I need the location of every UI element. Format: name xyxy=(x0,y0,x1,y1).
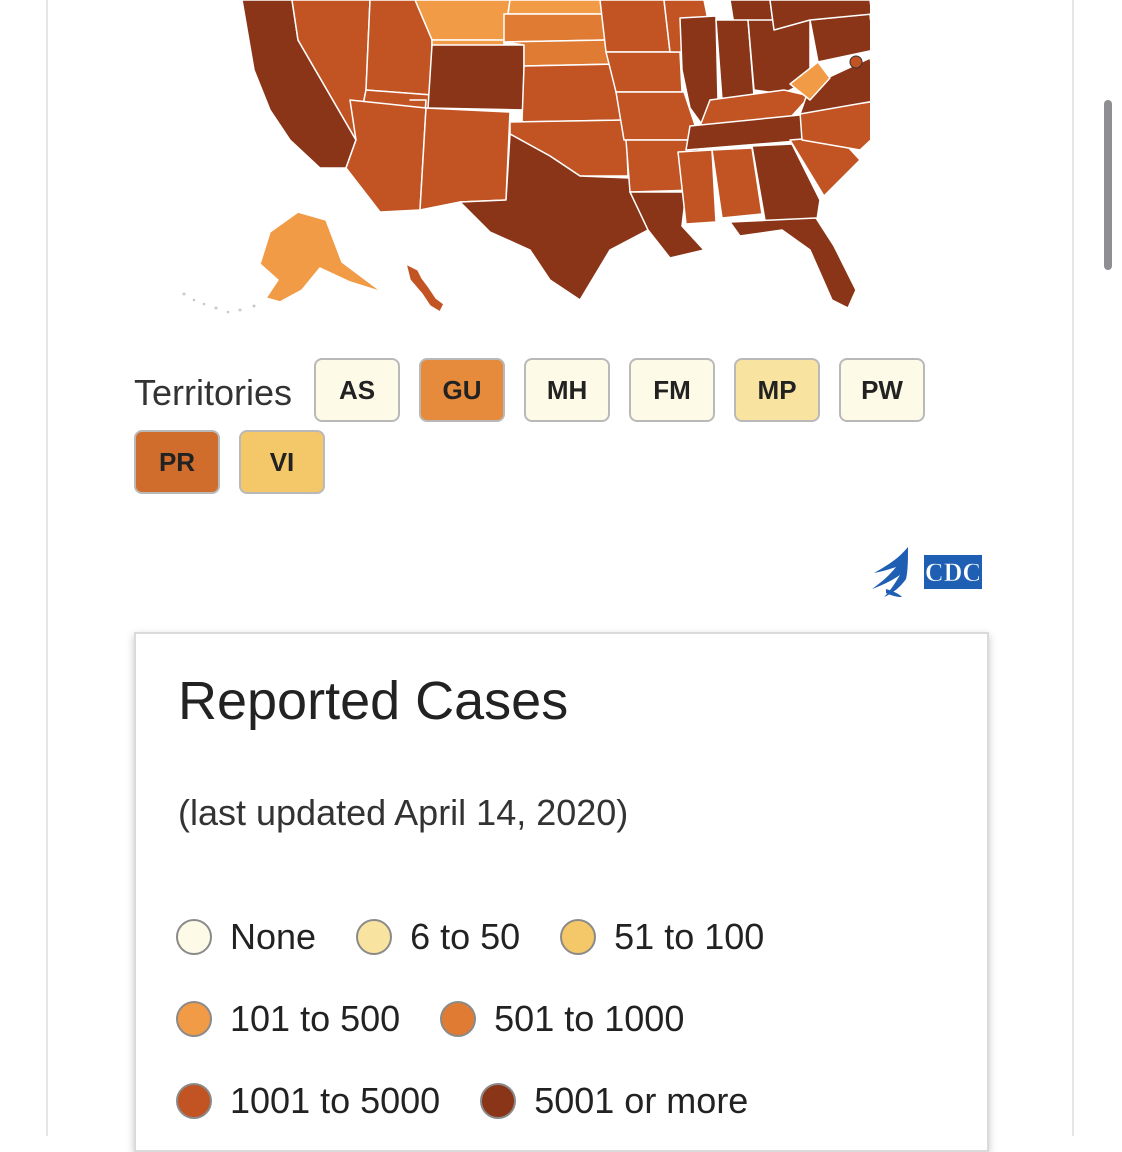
legend-swatch xyxy=(440,1001,477,1037)
cdc-logo: CDC xyxy=(872,547,982,597)
hhs-eagle-icon xyxy=(872,547,908,597)
legend-row: 1001 to 5000 5001 or more xyxy=(176,1060,956,1142)
state-mississippi[interactable] xyxy=(677,149,717,225)
legend-item: 101 to 500 xyxy=(176,998,400,1040)
legend-label: 6 to 50 xyxy=(410,916,521,957)
state-florida[interactable] xyxy=(729,217,857,309)
legend-card: Reported Cases (last updated April 14, 2… xyxy=(134,632,989,1152)
territory-button-mp[interactable]: MP xyxy=(734,358,821,422)
cdc-logo-text: CDC xyxy=(925,558,981,587)
legend-items: None 6 to 50 51 to 100 101 to 500 501 to 100… xyxy=(176,896,956,1142)
us-cases-map xyxy=(170,0,870,330)
state-south-dakota[interactable] xyxy=(503,13,607,43)
territory-button-mh[interactable]: MH xyxy=(524,358,611,422)
state-new-york[interactable] xyxy=(769,0,870,31)
legend-swatch xyxy=(176,1083,212,1119)
territories-selector: Territories AS GU MH FM MP PW PR VI xyxy=(134,358,954,500)
legend-item: 501 to 1000 xyxy=(440,998,684,1040)
state-north-carolina[interactable] xyxy=(799,100,870,151)
legend-label: 51 to 100 xyxy=(614,916,765,957)
territory-button-fm[interactable]: FM xyxy=(629,358,716,422)
territory-button-vi[interactable]: VI xyxy=(239,430,325,494)
legend-swatch xyxy=(560,919,597,955)
dc-marker[interactable] xyxy=(849,55,863,69)
legend-item: 6 to 50 xyxy=(356,916,520,958)
territory-button-gu[interactable]: GU xyxy=(419,358,506,422)
last-updated-text: (last updated April 14, 2020) xyxy=(178,792,629,833)
legend-label: 1001 to 5000 xyxy=(230,1080,441,1121)
state-colorado[interactable] xyxy=(427,44,525,111)
legend-label: None xyxy=(230,916,317,957)
state-alaska[interactable] xyxy=(259,211,383,303)
page-card xyxy=(46,0,1074,1136)
territories-label: Territories xyxy=(134,372,293,413)
legend-item: 51 to 100 xyxy=(560,916,764,958)
legend-title: Reported Cases xyxy=(178,671,569,731)
territory-button-pr[interactable]: PR xyxy=(134,430,220,494)
state-virginia[interactable] xyxy=(799,57,870,115)
legend-label: 101 to 500 xyxy=(230,998,401,1039)
territory-button-as[interactable]: AS xyxy=(314,358,401,422)
state-kansas[interactable] xyxy=(521,63,625,123)
state-new-mexico[interactable] xyxy=(419,107,511,211)
legend-swatch xyxy=(176,1001,212,1037)
legend-row: 101 to 500 501 to 1000 xyxy=(176,978,956,1060)
legend-swatch xyxy=(356,919,393,955)
state-arizona-main[interactable] xyxy=(345,99,427,213)
state-hawaii[interactable] xyxy=(405,263,445,313)
legend-swatch xyxy=(176,919,212,955)
state-minnesota[interactable] xyxy=(599,0,671,53)
state-georgia[interactable] xyxy=(751,143,821,227)
state-north-dakota[interactable] xyxy=(507,0,603,15)
territory-button-pw[interactable]: PW xyxy=(839,358,926,422)
legend-label: 501 to 1000 xyxy=(494,998,685,1039)
state-west-virginia[interactable] xyxy=(789,61,831,101)
legend-label: 5001 or more xyxy=(534,1080,749,1121)
state-pennsylvania[interactable] xyxy=(809,13,870,63)
legend-item: None xyxy=(176,916,316,958)
scrollbar-thumb[interactable] xyxy=(1104,100,1112,270)
legend-item: 5001 or more xyxy=(480,1080,748,1122)
legend-swatch xyxy=(480,1083,517,1119)
state-texas[interactable] xyxy=(459,133,649,301)
state-alabama[interactable] xyxy=(711,147,763,219)
legend-item: 1001 to 5000 xyxy=(176,1080,440,1122)
legend-row: None 6 to 50 51 to 100 xyxy=(176,896,956,978)
state-iowa[interactable] xyxy=(605,51,683,93)
scrollbar[interactable] xyxy=(1104,100,1114,275)
